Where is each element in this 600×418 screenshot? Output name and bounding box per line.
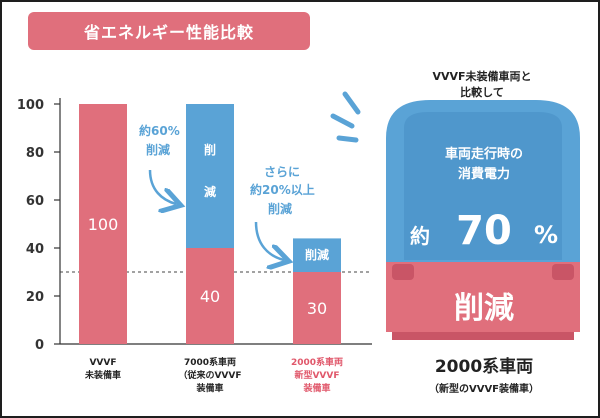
- category-label-1-1: （従来のVVVF: [178, 369, 241, 381]
- category-label-1-0: 7000系車両: [184, 356, 236, 368]
- bar-reduction-label-2: 削減: [305, 247, 329, 262]
- category-label-0-0: VVVF: [89, 358, 116, 368]
- annotation-further: さらに: [264, 165, 300, 179]
- annotation-20-reduction: 削減: [268, 201, 292, 216]
- train-model-subtitle: （新型のVVVF装備車）: [429, 382, 539, 395]
- category-label-0-1: 未装備車: [84, 369, 121, 381]
- category-label-1-2: 装備車: [195, 382, 223, 394]
- bar-base-2: [293, 272, 341, 344]
- train-prefix: 約: [410, 224, 430, 248]
- y-tick-label-60: 60: [26, 194, 44, 209]
- bar-reduction-label-1-a: 削: [204, 142, 216, 157]
- headlight-left-icon: [392, 264, 414, 280]
- train-line2: 消費電力: [458, 166, 510, 182]
- category-label-2-0: 2000系車両: [291, 356, 343, 368]
- y-tick-label-20: 20: [26, 290, 44, 305]
- train-body-bottom: [386, 262, 580, 332]
- bar-reduction-1: [186, 104, 234, 248]
- category-label-2-1: 新型VVVF: [294, 369, 339, 381]
- train-skirt: [392, 332, 574, 340]
- train-illustration: VVVF未装備車両と 比較して 車両走行時の 消費電力 約 70 % 削減 20…: [330, 69, 580, 395]
- arrow-2-icon: [254, 221, 284, 260]
- bar-value-label-2: 30: [307, 299, 327, 318]
- y-tick-label-0: 0: [35, 338, 44, 353]
- bar-base-1: [186, 248, 234, 344]
- train-percent-number: 70: [456, 208, 512, 254]
- bar-reduction-2: [293, 238, 341, 272]
- annotation-60-reduction: 削減: [146, 142, 170, 157]
- y-tick-label-40: 40: [26, 242, 44, 257]
- bar-value-label-0: 100: [88, 215, 119, 234]
- train-caption-line1: VVVF未装備車両と: [432, 69, 531, 83]
- train-reduction-label: 削減: [454, 291, 514, 326]
- chart-title: 省エネルギー性能比較: [28, 12, 310, 50]
- annotation-20-percent: 約20%以上: [250, 182, 315, 197]
- train-percent-unit: %: [534, 221, 558, 249]
- arrow-1-icon: [148, 169, 176, 204]
- bar-value-label-1: 40: [200, 287, 220, 306]
- category-labels: VVVF未装備車7000系車両（従来のVVVF装備車2000系車両新型VVVF装…: [84, 356, 343, 394]
- category-label-2-2: 装備車: [302, 382, 330, 394]
- y-tick-label-80: 80: [26, 146, 44, 161]
- train-model-name: 2000系車両: [435, 356, 533, 377]
- train-caption-line2: 比較して: [460, 85, 504, 99]
- bar-reduction-label-1-b: 減: [204, 184, 216, 199]
- headlight-right-icon: [552, 264, 574, 280]
- train-windshield: [404, 112, 562, 260]
- train-line1: 車両走行時の: [445, 146, 523, 162]
- y-tick-label-100: 100: [17, 98, 44, 113]
- bar-base-0: [79, 104, 127, 344]
- burst-lines-icon: [330, 91, 361, 143]
- annotation-60-percent: 約60%: [139, 123, 180, 138]
